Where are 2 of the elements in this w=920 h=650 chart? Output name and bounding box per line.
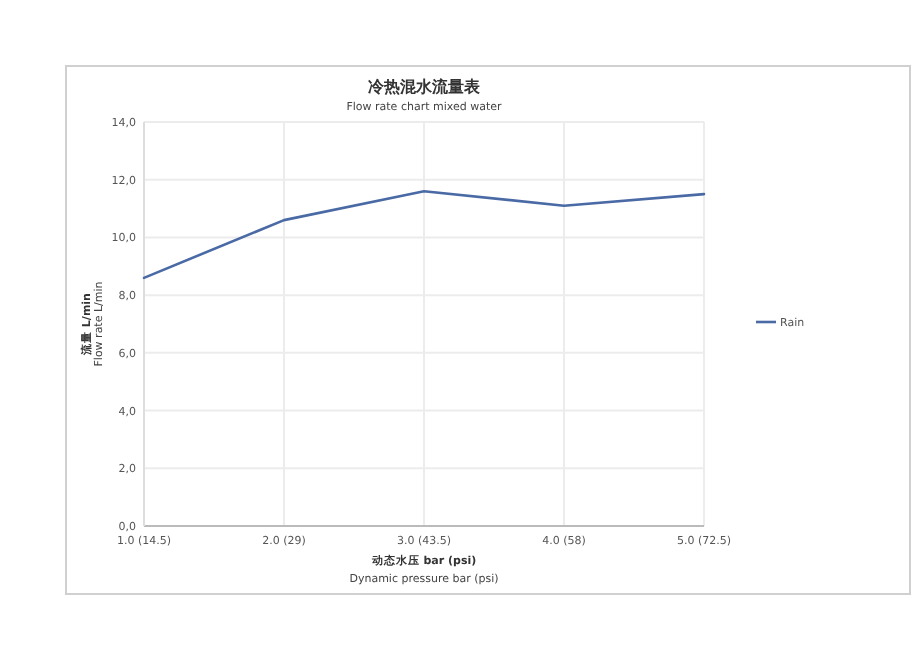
- chart-title: 冷热混水流量表: [368, 76, 482, 96]
- line-series: [142, 189, 706, 280]
